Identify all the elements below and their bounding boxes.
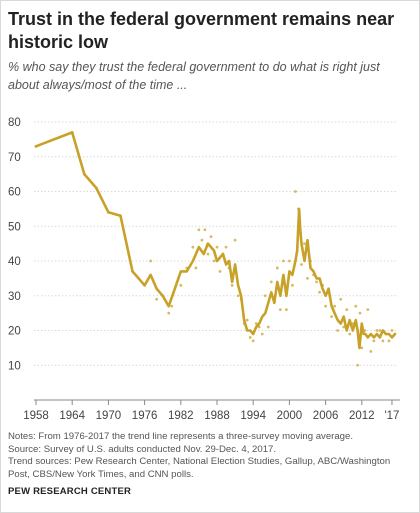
survey-point (339, 297, 343, 301)
survey-point (200, 238, 204, 242)
survey-point (260, 332, 264, 336)
note-line: Post, CBS/New York Times, and CNN polls. (8, 468, 194, 480)
x-axis: 1958 1964 1970 1976 1982 1988 1994 2000 2006 2012… (23, 399, 400, 422)
survey-point (191, 245, 195, 249)
survey-point (245, 318, 249, 322)
survey-point (303, 242, 306, 246)
note-line: Trend sources: Pew Research Center, Nati… (8, 456, 391, 467)
survey-point (212, 259, 216, 263)
survey-point (330, 315, 334, 318)
trend-line (34, 131, 397, 350)
survey-point (263, 294, 267, 298)
y-tick-label: 80 (8, 117, 21, 129)
y-tick-label: 10 (8, 360, 21, 372)
survey-point (170, 304, 174, 308)
survey-point (179, 283, 183, 287)
x-tick-label: 1970 (96, 410, 122, 422)
survey-point (248, 336, 252, 339)
survey-point (288, 259, 291, 263)
survey-point (378, 329, 382, 332)
survey-point (233, 238, 237, 242)
survey-point (333, 304, 337, 308)
survey-point (318, 290, 321, 294)
trend-series-line (34, 131, 397, 350)
survey-point (315, 280, 318, 284)
survey-point (342, 325, 346, 329)
survey-point (345, 308, 349, 312)
y-tick-label: 40 (8, 256, 21, 268)
survey-point (197, 228, 201, 232)
survey-point (372, 339, 376, 343)
note-line: Source: Survey of U.S. adults conducted … (8, 443, 277, 455)
x-tick-label: '17 (384, 410, 399, 422)
survey-point (209, 235, 213, 239)
survey-point (215, 245, 219, 249)
x-tick-label: 1982 (168, 410, 194, 422)
survey-point (281, 259, 285, 263)
x-tick-label: 2006 (313, 410, 339, 422)
survey-point (306, 276, 309, 280)
survey-point (360, 346, 364, 350)
survey-point (278, 308, 282, 312)
survey-point (251, 339, 255, 343)
x-tick-label: 1958 (23, 410, 49, 422)
survey-point (257, 325, 261, 329)
survey-point (269, 280, 273, 284)
survey-point (294, 190, 297, 193)
survey-point (275, 266, 279, 270)
y-tick-label: 20 (8, 326, 21, 338)
survey-point (149, 259, 153, 263)
survey-point (375, 329, 379, 332)
survey-point (348, 332, 352, 336)
x-tick-label: 2012 (349, 410, 375, 422)
survey-point (390, 329, 394, 332)
note-line: Notes: From 1976-2017 the trend line rep… (8, 431, 354, 442)
survey-point (218, 270, 222, 273)
y-tick-label: 70 (8, 152, 21, 164)
survey-point (194, 266, 198, 270)
survey-point (203, 228, 207, 232)
survey-point (366, 308, 370, 312)
survey-point (291, 283, 294, 287)
survey-point (266, 325, 270, 329)
y-axis: 10 20 30 40 50 60 70 80 (8, 117, 21, 372)
survey-point (300, 263, 303, 266)
line-chart: 10 20 30 40 50 60 70 80 1958 1964 1970 1976 1982 198… (8, 117, 400, 422)
x-tick-label: 1988 (204, 410, 230, 422)
survey-point (358, 311, 362, 315)
survey-point (155, 297, 159, 301)
x-tick-label: 2000 (277, 410, 303, 422)
survey-point (284, 308, 288, 312)
x-tick-label: 1976 (132, 410, 158, 422)
chart-subtitle: % who say they trust the federal governm… (8, 60, 380, 92)
chart-title: Trust in the federal government remains … (8, 9, 395, 52)
y-tick-label: 50 (8, 221, 21, 233)
y-tick-label: 60 (8, 187, 21, 199)
x-tick-label: 1964 (59, 410, 85, 422)
pew-research-center-logo: PEW RESEARCH CENTER (8, 486, 132, 497)
survey-point (336, 329, 340, 332)
survey-point (354, 304, 358, 308)
survey-point (224, 245, 228, 249)
survey-point (206, 252, 210, 256)
x-tick-label: 1994 (240, 410, 266, 422)
survey-point (230, 283, 234, 287)
survey-point (381, 339, 385, 343)
survey-point (369, 349, 373, 353)
gridlines (34, 121, 398, 366)
survey-point (387, 339, 391, 343)
survey-point (167, 311, 171, 315)
survey-point (324, 304, 327, 308)
y-tick-label: 30 (8, 291, 21, 303)
survey-point (236, 294, 240, 298)
survey-point (356, 363, 359, 367)
chart-notes: Notes: From 1976-2017 the trend line rep… (8, 431, 412, 481)
